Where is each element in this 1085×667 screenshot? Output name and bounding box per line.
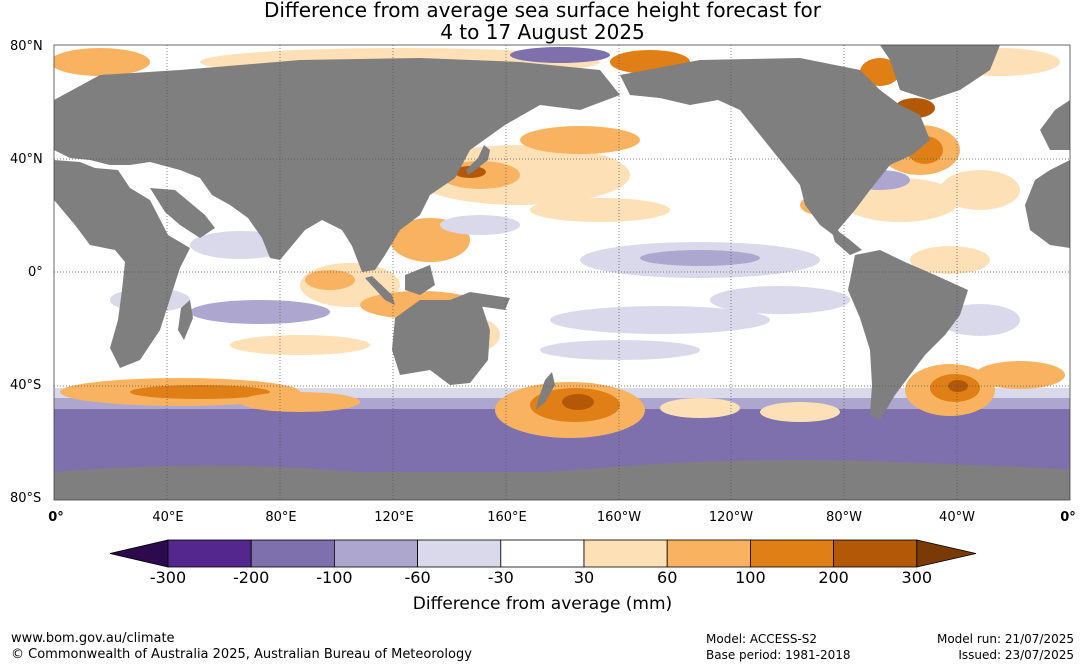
sumatra-borneo-land: [365, 265, 435, 305]
lon-label-160w: 160°W: [596, 510, 642, 525]
colorbar-extend-high: [916, 539, 977, 568]
colorbar-extend-low: [109, 539, 169, 568]
japan-land: [466, 145, 490, 175]
lon-label-80e: 80°E: [265, 510, 297, 525]
footer-model-run: Model run: 21/07/2025: [936, 632, 1074, 646]
map-title-line-1: Difference from average sea surface heig…: [263, 0, 822, 22]
madagascar-land: [178, 300, 193, 340]
lon-label-160e: 160°E: [487, 510, 527, 525]
eurasia-land: [54, 58, 620, 272]
colorbar-segment: [833, 539, 918, 568]
colorbar-tick-label: 200: [818, 568, 849, 587]
land-masses: [54, 45, 1070, 500]
lon-label-40e: 40°E: [152, 510, 184, 525]
new-zealand-land: [536, 372, 555, 410]
colorbar-segment: [666, 539, 751, 568]
lat-label-80s: 80°S: [10, 491, 42, 506]
greenland-land: [880, 45, 1000, 100]
footer-website: www.bom.gov.au/climate: [11, 631, 175, 646]
colorbar-label: Difference from average (mm): [412, 594, 673, 614]
colorbar-segment: [417, 539, 502, 568]
north-america-land: [620, 58, 930, 250]
central-america-land: [830, 225, 862, 255]
lat-label-40s: 40°S: [10, 378, 42, 393]
colorbar-tick-label: 300: [901, 568, 933, 587]
arabia-land: [150, 188, 215, 238]
lon-label-40w: 40°W: [939, 510, 975, 525]
lon-label-0-right: 0°: [1060, 510, 1076, 525]
west-africa-right-land: [1025, 160, 1070, 248]
colorbar-segment: [333, 539, 418, 568]
colorbar-segment: [250, 539, 335, 568]
colorbar-tick-label: 60: [657, 568, 678, 587]
colorbar-tick-label: -100: [316, 568, 353, 587]
graticule: [54, 45, 1070, 500]
europe-right-land: [1040, 100, 1070, 150]
colorbar-tick-label: -300: [149, 568, 187, 587]
colorbar-segment: [500, 539, 585, 568]
colorbar-tick-label: 100: [735, 568, 766, 587]
footer-model: Model: ACCESS-S2: [706, 632, 818, 646]
australia-land: [392, 292, 490, 385]
map-frame: [53, 44, 1071, 501]
map-title-line-2: 4 to 17 August 2025: [440, 20, 645, 44]
lon-label-80w: 80°W: [826, 510, 862, 525]
sea-surface-height-map: [53, 44, 1071, 501]
lat-label-40n: 40°N: [10, 152, 43, 167]
colorbar-tick-label: -200: [233, 568, 270, 587]
colorbar-segment: [750, 539, 835, 568]
footer-copyright: © Commonwealth of Australia 2025, Austra…: [11, 647, 472, 662]
lon-label-0-left: 0°: [48, 510, 64, 525]
south-america-land: [848, 250, 968, 420]
colorbar-tick-label: -60: [404, 568, 431, 587]
africa-land: [54, 160, 190, 368]
lat-label-0: 0°: [28, 265, 43, 280]
footer-issued: Issued: 23/07/2025: [958, 648, 1074, 662]
lon-label-120w: 120°W: [708, 510, 754, 525]
colorbar-tick-label: 30: [573, 568, 595, 587]
lon-label-120e: 120°E: [374, 510, 414, 525]
footer-base-period: Base period: 1981-2018: [706, 648, 851, 662]
colorbar-segment: [167, 539, 252, 568]
colorbar-segment: [583, 539, 668, 568]
anomaly-patches: [54, 47, 1070, 475]
colorbar-tick-label: -30: [487, 568, 514, 587]
lat-label-80n: 80°N: [10, 39, 43, 54]
